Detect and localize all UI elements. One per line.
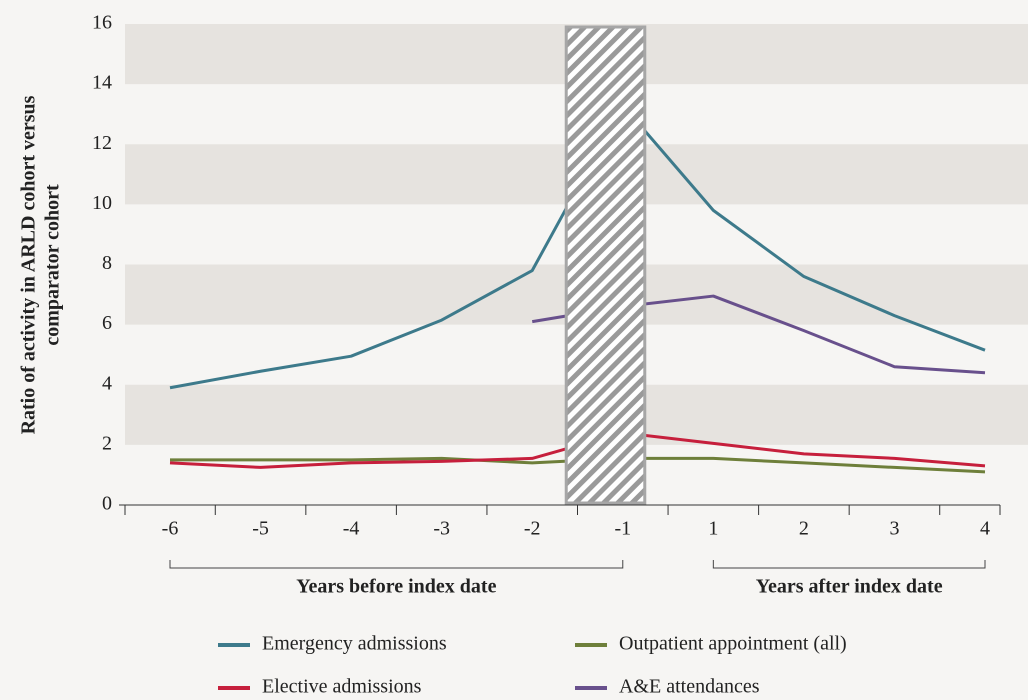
x-tick-label: 3 — [889, 518, 899, 540]
bracket — [712, 560, 986, 569]
y-tick-label: 4 — [102, 372, 112, 394]
y-tick-label: 10 — [92, 192, 112, 214]
x-tick-label: -2 — [524, 518, 541, 540]
x-tick-label: -6 — [162, 518, 179, 540]
y-tick-label: 0 — [102, 493, 112, 515]
y-tick-label: 14 — [92, 72, 112, 94]
y-axis-label: comparator cohort — [42, 184, 64, 346]
legend-label: Emergency admissions — [262, 633, 447, 655]
x-tick-label: -4 — [343, 518, 360, 540]
y-tick-label: 12 — [92, 132, 112, 154]
x-tick-label: 2 — [799, 518, 809, 540]
y-axis-label: Ratio of activity in ARLD cohort versus — [18, 95, 40, 434]
x-tick-label: 1 — [708, 518, 718, 540]
bracket-label: Years after index date — [756, 576, 943, 598]
x-tick-label: -5 — [252, 518, 269, 540]
y-tick-label: 16 — [92, 12, 112, 34]
legend-label: A&E attendances — [619, 676, 760, 698]
bracket-label: Years before index date — [296, 576, 496, 598]
x-tick-label: 4 — [980, 518, 990, 540]
y-tick-label: 8 — [102, 252, 112, 274]
y-tick-label: 2 — [102, 432, 112, 454]
bracket — [169, 560, 624, 569]
index-period — [564, 25, 647, 505]
x-tick-label: -3 — [433, 518, 450, 540]
legend-label: Elective admissions — [262, 676, 422, 698]
x-tick-label: -1 — [614, 518, 631, 540]
legend-label: Outpatient appointment (all) — [619, 633, 847, 655]
y-tick-label: 6 — [102, 312, 112, 334]
